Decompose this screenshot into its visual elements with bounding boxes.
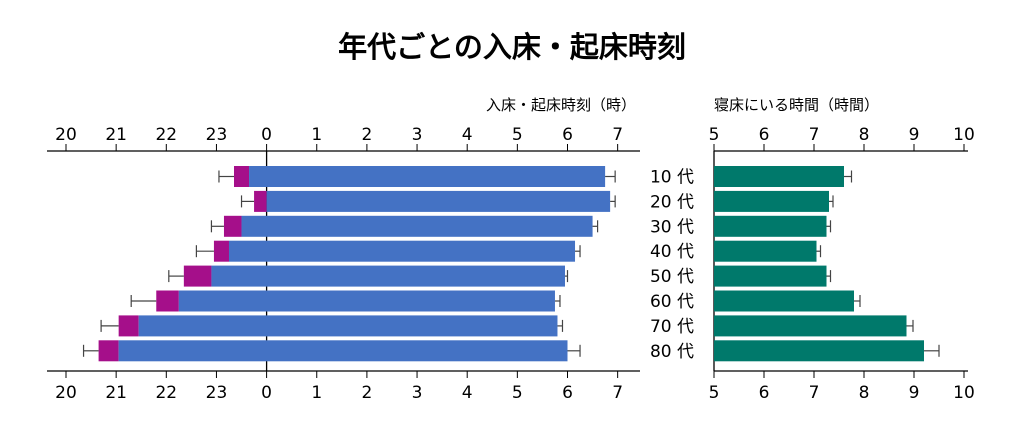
left-top-tick-label: 7 [612, 125, 623, 145]
left-top-tick-label: 3 [412, 125, 423, 145]
category-label: 10 代 [650, 168, 694, 188]
left-top-tick-label: 1 [311, 125, 322, 145]
right-top-tick-label: 5 [709, 125, 720, 145]
duration-bar [714, 290, 854, 312]
right-bottom-tick-label: 7 [809, 383, 820, 403]
right-top-tick-label: 6 [759, 125, 770, 145]
left-bottom-tick-label: 20 [55, 383, 77, 403]
left-top-tick-label: 5 [512, 125, 523, 145]
bedtime-bar [98, 340, 119, 362]
in-bed-bar [249, 166, 606, 187]
left-top-tick-label: 23 [206, 125, 228, 145]
left-bottom-tick-label: 7 [612, 383, 623, 403]
category-label: 40 代 [650, 242, 694, 262]
duration-bar [714, 240, 817, 262]
right-top-tick-label: 8 [859, 125, 870, 145]
bedtime-bar [156, 290, 179, 312]
bedtime-bar [118, 315, 139, 337]
left-bottom-tick-label: 4 [462, 383, 473, 403]
duration-bar [714, 340, 924, 362]
duration-bar [714, 215, 827, 237]
category-label: 20 代 [650, 192, 694, 212]
right-top-tick-label: 10 [953, 125, 975, 145]
right-top-tick-label: 7 [809, 125, 820, 145]
in-bed-bar [138, 315, 558, 337]
category-label: 30 代 [650, 217, 694, 237]
left-top-tick-label: 6 [562, 125, 573, 145]
duration-bar [714, 166, 844, 187]
right-axis-label: 寝床にいる時間（時間） [714, 96, 880, 114]
bedtime-bar [223, 215, 242, 237]
category-labels: 10 代 20 代 30 代 40 代 50 代 60 代 70 代 80 代 [650, 168, 694, 362]
category-label: 50 代 [650, 267, 694, 287]
left-bottom-tick-label: 0 [261, 383, 272, 403]
left-top-tick-label: 0 [261, 125, 272, 145]
in-bed-bar [228, 240, 576, 262]
left-bottom-tick-label: 3 [412, 383, 423, 403]
left-bottom-tick-label: 22 [155, 383, 177, 403]
right-bottom-tick-label: 8 [859, 383, 870, 403]
in-bed-bar [211, 265, 565, 287]
in-bed-bar [178, 290, 555, 312]
in-bed-bar [118, 340, 568, 362]
left-bottom-tick-label: 5 [512, 383, 523, 403]
duration-bar [714, 315, 907, 337]
left-axis-label: 入床・起床時刻（時） [486, 96, 637, 114]
left-top-tick-label: 22 [155, 125, 177, 145]
bedtime-bar [254, 190, 267, 212]
right-bottom-tick-label: 5 [709, 383, 720, 403]
duration-chart: 5 5 6 6 7 7 8 8 9 9 10 10 [709, 125, 975, 403]
left-top-tick-label: 21 [105, 125, 127, 145]
duration-bar [714, 265, 827, 287]
left-top-tick-label: 4 [462, 125, 473, 145]
bedtime-bar [183, 265, 212, 287]
in-bed-bar [241, 215, 593, 237]
left-bottom-tick-label: 1 [311, 383, 322, 403]
right-top-tick-label: 9 [909, 125, 920, 145]
left-top-tick-label: 20 [55, 125, 77, 145]
category-label: 70 代 [650, 317, 694, 337]
left-bottom-tick-label: 6 [562, 383, 573, 403]
in-bed-bar [266, 190, 611, 212]
right-bottom-tick-label: 9 [909, 383, 920, 403]
left-bottom-tick-label: 2 [361, 383, 372, 403]
duration-bar [714, 190, 829, 212]
category-label: 60 代 [650, 292, 694, 312]
right-bottom-tick-label: 10 [953, 383, 975, 403]
bedtime-bar [213, 240, 229, 262]
right-bottom-tick-label: 6 [759, 383, 770, 403]
left-bottom-tick-label: 23 [206, 383, 228, 403]
chart-title: 年代ごとの入床・起床時刻 [338, 30, 686, 64]
left-top-tick-label: 2 [361, 125, 372, 145]
category-label: 80 代 [650, 342, 694, 362]
left-bottom-tick-label: 21 [105, 383, 127, 403]
bedtime-bar [234, 166, 250, 187]
